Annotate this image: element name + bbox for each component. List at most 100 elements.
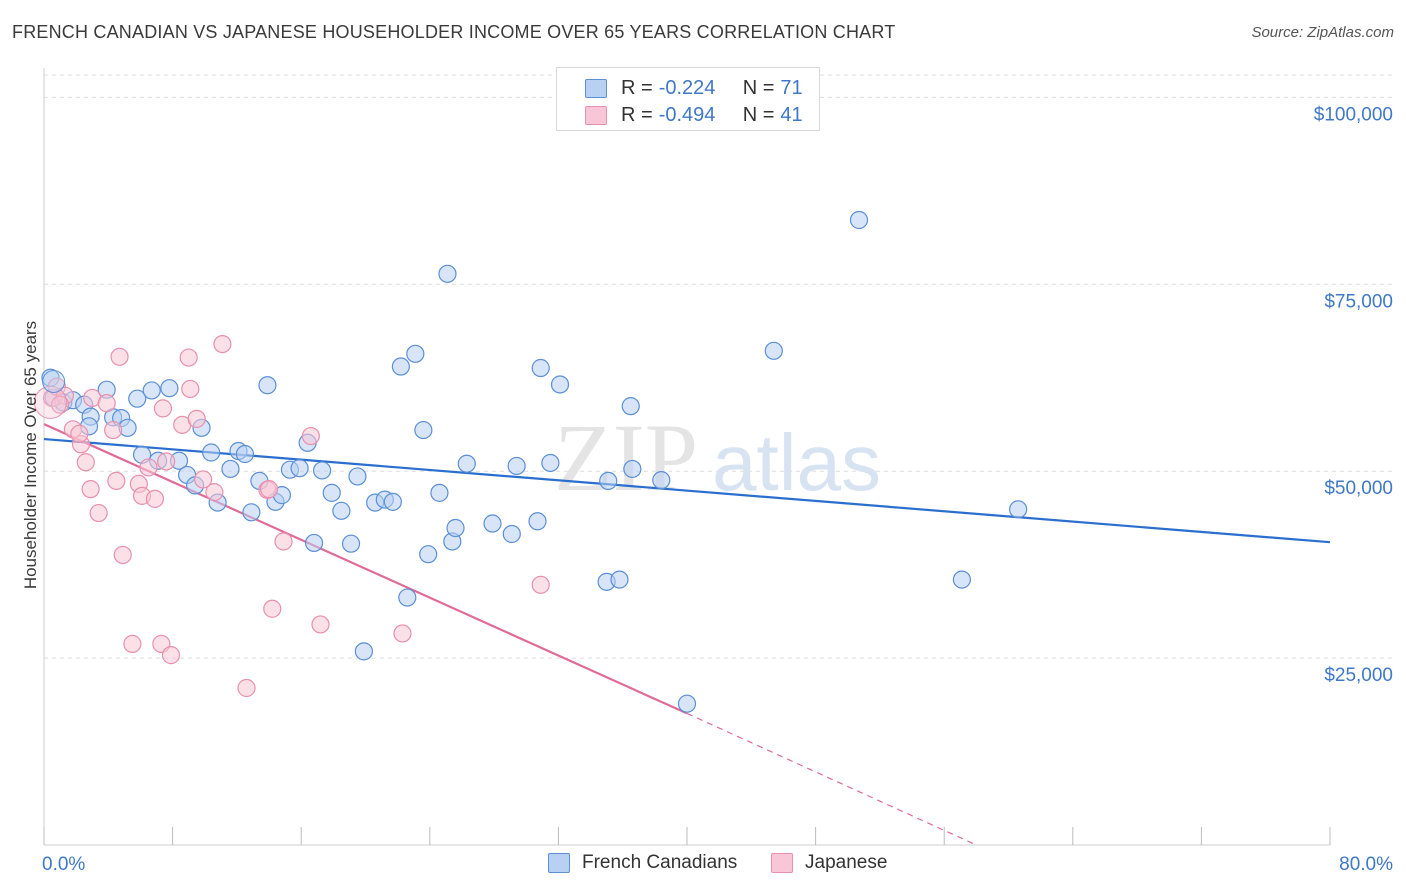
point-french-canadians bbox=[383, 492, 402, 511]
point-french-canadians bbox=[1009, 500, 1028, 519]
point-japanese bbox=[107, 471, 126, 491]
point-french-canadians bbox=[952, 570, 971, 589]
point-japanese bbox=[213, 334, 232, 354]
point-japanese bbox=[123, 634, 142, 653]
point-french-canadians bbox=[258, 376, 277, 395]
point-french-canadians bbox=[312, 461, 332, 480]
n-label: N = bbox=[742, 103, 775, 126]
legend-label: Japanese bbox=[805, 852, 888, 873]
point-french-canadians bbox=[502, 524, 521, 544]
r-label: R = bbox=[621, 103, 653, 126]
watermark-zip: ZIP bbox=[554, 404, 698, 511]
stats-legend: R = -0.224 N = 71 R = -0.494 N = 41 bbox=[556, 67, 820, 131]
data-points bbox=[33, 210, 1028, 713]
point-french-canadians bbox=[764, 341, 783, 360]
point-japanese bbox=[187, 409, 206, 428]
point-japanese bbox=[179, 348, 198, 367]
point-french-canadians bbox=[348, 467, 367, 486]
point-french-canadians bbox=[406, 344, 425, 363]
y-axis-label: Householder Income Over 65 years bbox=[21, 321, 40, 589]
point-japanese bbox=[97, 394, 116, 413]
point-japanese bbox=[104, 420, 123, 440]
point-japanese bbox=[76, 453, 95, 472]
point-french-canadians bbox=[430, 483, 449, 502]
point-french-canadians bbox=[160, 379, 179, 398]
point-japanese bbox=[301, 426, 320, 446]
r-label: R = bbox=[621, 76, 653, 99]
legend-swatch-blue bbox=[585, 78, 607, 98]
point-french-canadians bbox=[322, 483, 341, 502]
point-french-canadians bbox=[483, 514, 502, 533]
x-tick-label-max: 80.0% bbox=[1339, 854, 1393, 875]
series-legend: French Canadians Japanese bbox=[0, 852, 1406, 878]
legend-item-japanese[interactable]: Japanese bbox=[771, 852, 887, 874]
point-japanese bbox=[161, 646, 181, 665]
point-japanese bbox=[145, 489, 165, 508]
point-french-canadians bbox=[391, 357, 410, 376]
y-tick-label: $75,000 bbox=[1324, 291, 1393, 312]
y-tick-label: $25,000 bbox=[1324, 665, 1393, 686]
point-french-canadians bbox=[398, 588, 417, 607]
point-french-canadians bbox=[419, 545, 438, 564]
point-french-canadians bbox=[42, 369, 66, 393]
point-french-canadians bbox=[507, 456, 526, 476]
tick-labels: $25,000 $50,000 $75,000 $100,000 0.0% 80.0% bbox=[42, 104, 1393, 875]
point-japanese bbox=[33, 385, 67, 419]
point-french-canadians bbox=[221, 459, 240, 479]
point-japanese bbox=[113, 545, 132, 565]
legend-item-french-canadians[interactable]: French Canadians bbox=[548, 852, 737, 874]
point-japanese bbox=[153, 399, 173, 418]
chart-title: FRENCH CANADIAN VS JAPANESE HOUSEHOLDER … bbox=[12, 22, 896, 42]
legend-swatch-pink bbox=[771, 853, 793, 873]
point-japanese bbox=[110, 347, 129, 366]
point-japanese bbox=[259, 480, 279, 499]
point-japanese bbox=[181, 379, 200, 399]
point-japanese bbox=[50, 395, 70, 414]
point-french-canadians bbox=[610, 570, 629, 589]
point-french-canadians bbox=[202, 443, 221, 462]
point-french-canadians bbox=[438, 264, 457, 283]
point-french-canadians bbox=[849, 210, 869, 230]
point-french-canadians bbox=[304, 533, 324, 553]
x-tick-label-min: 0.0% bbox=[42, 854, 85, 875]
axes bbox=[43, 68, 1331, 846]
point-japanese bbox=[81, 480, 100, 499]
r-value: -0.224 bbox=[658, 76, 716, 99]
point-french-canadians bbox=[332, 501, 351, 520]
point-french-canadians bbox=[623, 459, 642, 479]
point-french-canadians bbox=[446, 518, 465, 538]
stats-row-french-canadians: R = -0.224 N = 71 bbox=[557, 74, 803, 102]
point-japanese bbox=[70, 424, 89, 443]
point-french-canadians bbox=[242, 503, 261, 522]
point-french-canadians bbox=[142, 381, 161, 400]
stats-row-japanese: R = -0.494 N = 41 bbox=[557, 101, 803, 129]
source-label: Source: ZipAtlas.com bbox=[1251, 24, 1394, 41]
point-japanese bbox=[274, 532, 293, 551]
point-french-canadians bbox=[457, 454, 476, 473]
point-french-canadians bbox=[290, 459, 309, 478]
point-japanese bbox=[311, 615, 330, 634]
point-japanese bbox=[89, 503, 108, 523]
point-japanese bbox=[139, 458, 158, 477]
legend-swatch-pink bbox=[585, 105, 607, 125]
point-french-canadians bbox=[128, 389, 147, 408]
watermark-atlas: atlas bbox=[712, 418, 881, 507]
point-french-canadians bbox=[528, 512, 547, 531]
point-japanese bbox=[237, 678, 256, 698]
trend-extension-japanese bbox=[686, 712, 977, 846]
point-french-canadians bbox=[550, 375, 570, 394]
point-french-canadians bbox=[599, 471, 618, 491]
y-tick-label: $100,000 bbox=[1314, 104, 1393, 125]
legend-swatch-blue bbox=[548, 853, 570, 873]
point-french-canadians bbox=[235, 444, 255, 464]
point-french-canadians bbox=[341, 534, 361, 553]
point-japanese bbox=[263, 599, 282, 618]
point-japanese bbox=[194, 470, 213, 489]
r-value: -0.494 bbox=[658, 103, 716, 126]
point-japanese bbox=[393, 624, 412, 643]
legend-label: French Canadians bbox=[582, 852, 738, 873]
point-japanese bbox=[205, 483, 224, 502]
n-label: N = bbox=[742, 76, 775, 99]
point-french-canadians bbox=[354, 642, 373, 661]
